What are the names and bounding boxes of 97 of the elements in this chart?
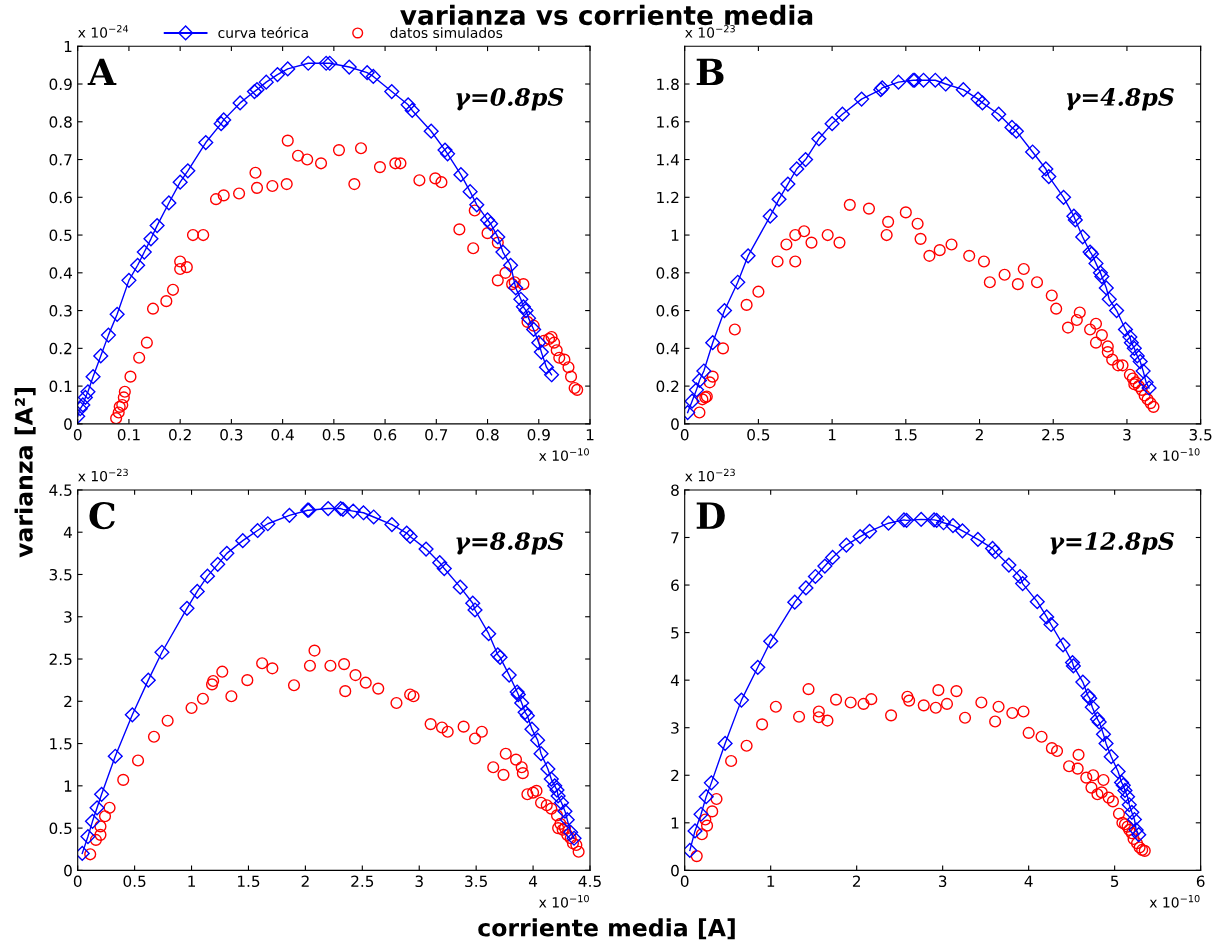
- x-tick-label: 2.5: [1042, 428, 1065, 441]
- annotation: C: [89, 501, 115, 530]
- y-tick-label: 0.8: [656, 267, 679, 279]
- text: x 10$^{−23}$: [685, 468, 735, 482]
- x-tick-label: 4: [1024, 875, 1033, 887]
- y-tick-label: 0.9: [49, 78, 72, 91]
- y-tick-label: 3.5: [49, 568, 72, 581]
- text: x 10$^{−24}$: [78, 25, 129, 38]
- y-tick-label: 0.4: [656, 342, 679, 355]
- y-tick-label: 0.2: [656, 380, 679, 393]
- x-tick-label: 2: [301, 875, 309, 887]
- legend-label: datos simulados: [390, 27, 503, 39]
- x-tick-label: 6: [1196, 875, 1205, 888]
- text: x 10$^{−10}$: [1149, 448, 1200, 461]
- y-tick-label: 4: [670, 674, 679, 686]
- annotation: B: [696, 58, 724, 86]
- y-tick-label: 1.4: [657, 154, 679, 166]
- y-tick-label: 8: [671, 484, 679, 496]
- y-tick-label: 0.6: [49, 191, 72, 204]
- y-tick-label: 7: [671, 532, 679, 544]
- x-tick-label: 1: [767, 875, 775, 887]
- x-tick-label: 3: [938, 875, 947, 888]
- text: x 10$^{−10}$: [539, 894, 589, 908]
- x-tick-label: 0: [680, 428, 689, 441]
- annotation: A: [87, 58, 117, 86]
- annotation: γ=12.8pS: [1050, 532, 1174, 555]
- y-tick-label: 0: [64, 418, 72, 430]
- y-tick-label: 0.1: [49, 380, 72, 393]
- x-tick-label: 3.5: [1189, 428, 1212, 441]
- annotation: γ=8.8pS: [456, 532, 564, 555]
- x-tick-label: 2: [852, 875, 861, 887]
- x-axis-title: corriente media [A]: [478, 918, 735, 940]
- text: x 10$^{−23}$: [685, 25, 735, 38]
- x-tick-label: 0.5: [123, 875, 146, 888]
- x-tick-label: 2: [975, 428, 983, 441]
- x-tick-label: 0: [73, 875, 82, 888]
- text: x 10$^{−23}$: [78, 468, 128, 482]
- x-tick-label: 0.7: [425, 428, 448, 441]
- y-tick-label: 0: [64, 864, 72, 877]
- x-tick-label: 0: [73, 428, 82, 441]
- x-tick-label: 1: [828, 429, 836, 441]
- y-tick-label: 1: [64, 780, 72, 792]
- x-tick-label: 1.5: [895, 429, 917, 441]
- y-tick-label: 0.7: [49, 154, 72, 166]
- x-tick-label: 0.5: [747, 428, 770, 441]
- y-tick-label: 0.5: [49, 822, 72, 835]
- y-tick-label: 2.5: [49, 653, 72, 666]
- x-tick-label: 0.2: [169, 428, 191, 441]
- y-tick-label: 1: [671, 817, 679, 829]
- y-tick-label: 1.5: [50, 738, 72, 750]
- x-tick-label: 4.5: [578, 875, 601, 888]
- y-tick-label: 0: [671, 418, 679, 430]
- x-tick-label: 3: [1123, 428, 1131, 441]
- y-tick-label: 2: [64, 695, 72, 708]
- y-tick-label: 1.6: [657, 116, 679, 128]
- y-tick-label: 1: [64, 40, 72, 53]
- x-tick-label: 3.5: [465, 875, 487, 888]
- y-tick-label: 4: [63, 526, 72, 539]
- x-tick-label: 5: [1110, 875, 1119, 888]
- annotation: γ=0.8pS: [456, 88, 564, 111]
- y-tick-label: 0.2: [49, 342, 72, 355]
- legend-label: curva teórica: [218, 26, 308, 39]
- x-tick-label: 0: [680, 875, 689, 888]
- y-tick-label: 1: [671, 229, 679, 241]
- y-tick-label: 3: [671, 722, 679, 734]
- y-tick-label: 1.2: [657, 191, 679, 204]
- x-tick-label: 0.3: [220, 428, 243, 441]
- y-tick-label: 0.5: [49, 229, 72, 242]
- x-tick-label: 0.8: [476, 428, 499, 441]
- annotation: γ=4.8pS: [1066, 88, 1174, 111]
- text: x 10$^{−10}$: [1149, 894, 1200, 908]
- x-tick-label: 1.5: [238, 875, 260, 888]
- x-tick-label: 0.5: [322, 428, 345, 441]
- x-tick-label: 4: [528, 875, 538, 887]
- y-tick-label: 0.3: [49, 305, 72, 317]
- x-tick-label: 0.1: [117, 428, 140, 441]
- y-tick-label: 0.6: [656, 305, 679, 317]
- x-tick-label: 0.4: [271, 428, 294, 441]
- y-axis-title: varianza [A²]: [14, 388, 36, 558]
- y-tick-label: 5: [671, 627, 679, 639]
- y-tick-label: 3: [64, 611, 72, 623]
- x-tick-label: 3: [415, 875, 423, 888]
- annotation: D: [696, 502, 725, 529]
- x-tick-label: 0.6: [373, 428, 397, 441]
- y-tick-label: 1.8: [657, 78, 679, 91]
- x-tick-label: 2.5: [351, 875, 374, 888]
- y-tick-label: 4.5: [49, 484, 72, 496]
- x-tick-label: 1: [188, 875, 195, 887]
- text: x 10$^{−10}$: [539, 448, 589, 461]
- y-tick-label: 0.8: [49, 116, 72, 128]
- chart-title: varianza vs corriente media: [400, 4, 813, 26]
- y-tick-label: 0: [671, 864, 679, 877]
- x-tick-label: 1: [586, 429, 594, 441]
- x-tick-label: 0.9: [527, 428, 550, 441]
- y-tick-label: 2: [671, 769, 679, 782]
- y-tick-label: 6: [671, 579, 679, 592]
- y-tick-label: 0.4: [49, 267, 72, 279]
